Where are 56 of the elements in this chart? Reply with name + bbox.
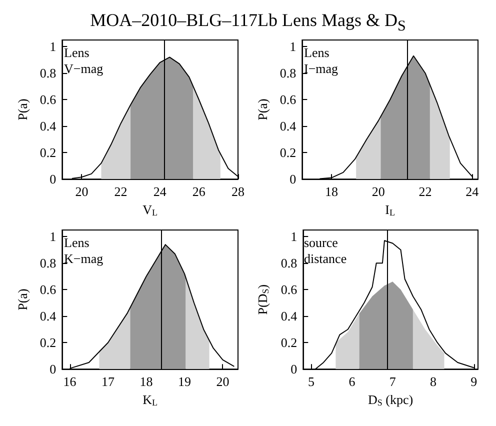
y-tick-label: 1 bbox=[50, 229, 56, 244]
y-axis-title: P(a) bbox=[15, 288, 30, 310]
x-tick-label: 22 bbox=[114, 184, 128, 200]
x-tick-label: 24 bbox=[153, 184, 167, 200]
x-tick-label: 9 bbox=[470, 374, 478, 390]
annotation: Lens bbox=[304, 45, 330, 60]
annotation: source bbox=[304, 235, 338, 250]
x-tick-label: 5 bbox=[308, 374, 315, 390]
y-axis-title: P(a) bbox=[255, 98, 270, 120]
y-tick-label: 0 bbox=[290, 362, 298, 377]
y-axis-title: P(a) bbox=[15, 98, 30, 120]
y-tick-label: 0.4 bbox=[40, 308, 57, 324]
y-tick-label: 0.6 bbox=[280, 92, 297, 108]
y-tick-label: 0.2 bbox=[280, 145, 296, 160]
y-tick-label: 0 bbox=[290, 172, 296, 187]
y-tick-label: 0.6 bbox=[40, 92, 57, 108]
annotation: V−mag bbox=[64, 61, 104, 76]
y-tick-label: 0.8 bbox=[280, 66, 296, 81]
annotation: distance bbox=[304, 251, 347, 266]
x-tick-label: 24 bbox=[466, 184, 480, 200]
y-tick-label: 1 bbox=[50, 39, 56, 54]
y-tick-label: 0.4 bbox=[40, 118, 57, 134]
x-tick-label: 7 bbox=[389, 374, 396, 390]
chart-title: MOA–2010–BLG–117Lb Lens Mags & D$_{S}$ bbox=[89, 9, 407, 35]
y-tick-label: 0.8 bbox=[40, 256, 56, 271]
y-tick-label: 0.2 bbox=[40, 145, 56, 160]
annotation: K−mag bbox=[64, 251, 104, 266]
y-tick-label: 0.8 bbox=[40, 66, 56, 81]
y-tick-label: 0.4 bbox=[280, 118, 297, 134]
y-tick-label: 0.4 bbox=[280, 308, 298, 324]
x-tick-label: 16 bbox=[63, 374, 77, 390]
x-tick-label: 17 bbox=[102, 374, 116, 390]
x-tick-label: 20 bbox=[216, 374, 230, 390]
y-tick-label: 0.8 bbox=[280, 256, 298, 271]
annotation: Lens bbox=[64, 45, 90, 60]
y-tick-label: 0.6 bbox=[280, 282, 298, 298]
y-tick-label: 0.2 bbox=[280, 335, 298, 350]
x-tick-label: 8 bbox=[430, 374, 437, 390]
x-tick-label: 22 bbox=[418, 184, 432, 200]
y-axis-title: P(DS) bbox=[255, 284, 270, 315]
x-tick-label: 20 bbox=[75, 184, 88, 200]
y-tick-label: 0 bbox=[50, 362, 56, 377]
y-tick-label: 0.2 bbox=[40, 335, 56, 350]
x-tick-label: 19 bbox=[178, 374, 191, 390]
x-tick-label: 18 bbox=[324, 184, 338, 200]
annotation: Lens bbox=[64, 235, 90, 250]
y-tick-label: 1 bbox=[290, 229, 298, 244]
annotation: I−mag bbox=[304, 61, 339, 76]
x-tick-label: 6 bbox=[348, 374, 356, 390]
y-tick-label: 0.6 bbox=[40, 282, 57, 298]
x-tick-label: 26 bbox=[192, 184, 206, 200]
y-tick-label: 0 bbox=[50, 172, 56, 187]
x-tick-label: 28 bbox=[232, 184, 244, 200]
x-tick-label: 18 bbox=[140, 374, 153, 390]
y-tick-label: 1 bbox=[290, 39, 296, 54]
x-tick-label: 20 bbox=[372, 184, 385, 200]
